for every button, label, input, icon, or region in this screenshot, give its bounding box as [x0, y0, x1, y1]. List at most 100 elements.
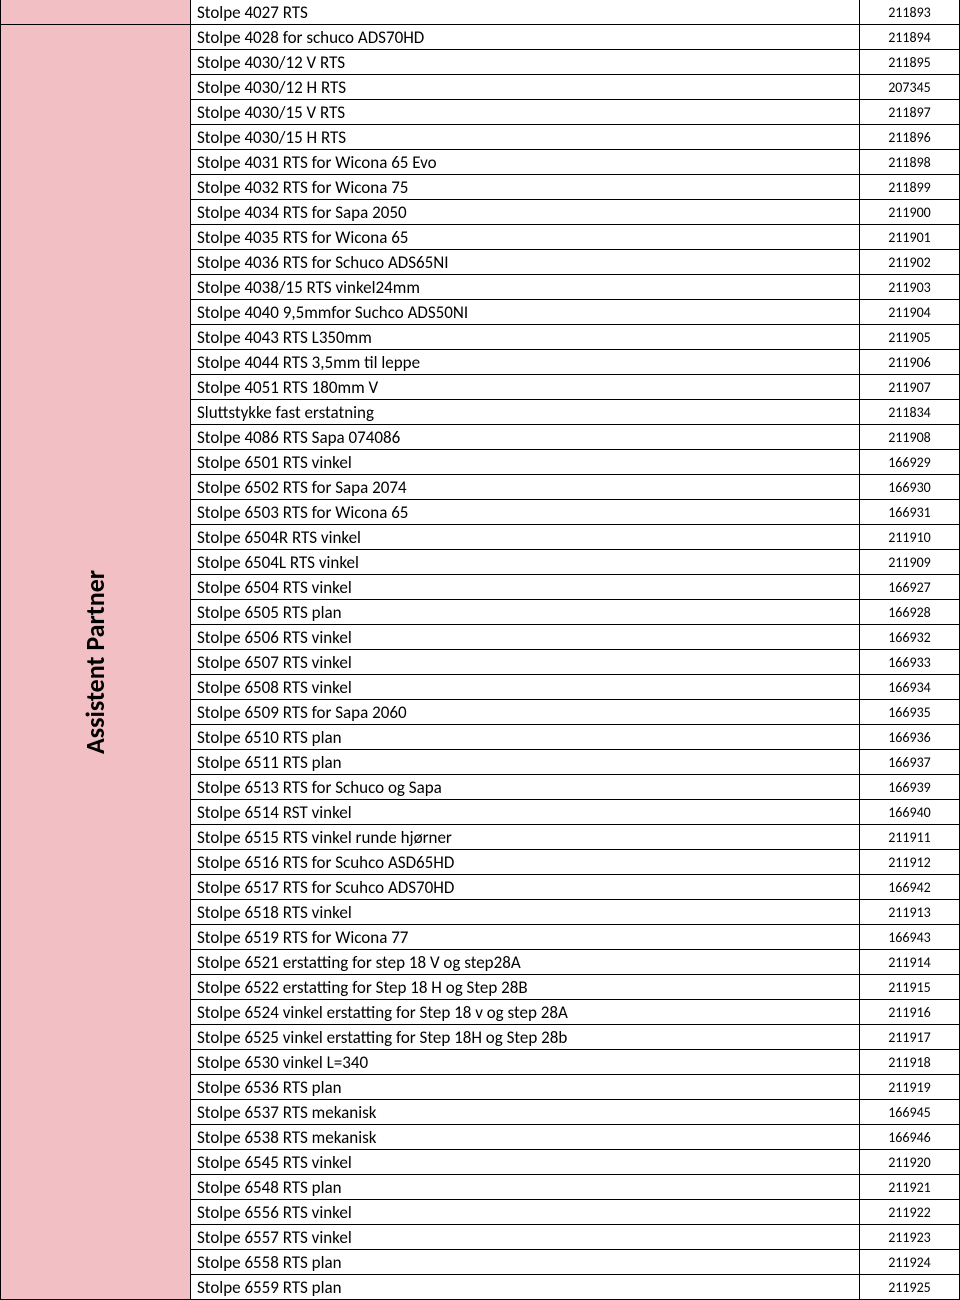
product-description: Stolpe 6519 RTS for Wicona 77	[191, 925, 860, 949]
product-description: Stolpe 6538 RTS mekanisk	[191, 1125, 860, 1149]
table-row: Stolpe 4030/15 V RTS211897	[191, 100, 960, 125]
product-description: Stolpe 4030/12 H RTS	[191, 75, 860, 99]
product-code: 166943	[860, 925, 960, 949]
table-row: Stolpe 6522 erstatting for Step 18 H og …	[191, 975, 960, 1000]
product-code: 211912	[860, 850, 960, 874]
product-code: 211910	[860, 525, 960, 549]
product-description: Stolpe 6548 RTS plan	[191, 1175, 860, 1199]
product-code: 166931	[860, 500, 960, 524]
product-code: 211900	[860, 200, 960, 224]
product-description: Stolpe 4043 RTS L350mm	[191, 325, 860, 349]
product-description: Stolpe 6517 RTS for Scuhco ADS70HD	[191, 875, 860, 899]
table-row: Stolpe 6537 RTS mekanisk166945	[191, 1100, 960, 1125]
product-code: 211913	[860, 900, 960, 924]
table-row: Stolpe 6557 RTS vinkel211923	[191, 1225, 960, 1250]
product-description: Stolpe 4086 RTS Sapa 074086	[191, 425, 860, 449]
product-code: 211893	[860, 0, 960, 24]
product-code: 211921	[860, 1175, 960, 1199]
table-row: Stolpe 4044 RTS 3,5mm til leppe211906	[191, 350, 960, 375]
product-code: 211924	[860, 1250, 960, 1274]
product-description: Stolpe 6504L RTS vinkel	[191, 550, 860, 574]
product-code: 211925	[860, 1275, 960, 1299]
product-code: 211920	[860, 1150, 960, 1174]
table-row: Stolpe 4028 for schuco ADS70HD211894	[191, 25, 960, 50]
product-code: 211902	[860, 250, 960, 274]
table-row: Stolpe 4036 RTS for Schuco ADS65NI211902	[191, 250, 960, 275]
table-row: Stolpe 6508 RTS vinkel166934	[191, 675, 960, 700]
product-description: Stolpe 4051 RTS 180mm V	[191, 375, 860, 399]
product-code: 211919	[860, 1075, 960, 1099]
table-row: Stolpe 6538 RTS mekanisk166946	[191, 1125, 960, 1150]
product-description: Stolpe 4044 RTS 3,5mm til leppe	[191, 350, 860, 374]
product-description: Sluttstykke fast erstatning	[191, 400, 860, 424]
table-row: Stolpe 6511 RTS plan166937	[191, 750, 960, 775]
product-code: 211894	[860, 25, 960, 49]
product-description: Stolpe 6537 RTS mekanisk	[191, 1100, 860, 1124]
product-description: Stolpe 6515 RTS vinkel runde hjørner	[191, 825, 860, 849]
product-description: Stolpe 4040 9,5mmfor Suchco ADS50NI	[191, 300, 860, 324]
table-row: Stolpe 4051 RTS 180mm V211907	[191, 375, 960, 400]
product-description: Stolpe 6507 RTS vinkel	[191, 650, 860, 674]
product-code: 166937	[860, 750, 960, 774]
table-row: Stolpe 6507 RTS vinkel166933	[191, 650, 960, 675]
product-description: Stolpe 6525 vinkel erstatting for Step 1…	[191, 1025, 860, 1049]
table-row: Stolpe 6519 RTS for Wicona 77166943	[191, 925, 960, 950]
product-code: 211914	[860, 950, 960, 974]
table-row: Stolpe 4040 9,5mmfor Suchco ADS50NI21190…	[191, 300, 960, 325]
table-row: Stolpe 4032 RTS for Wicona 75211899	[191, 175, 960, 200]
table-row: Stolpe 6505 RTS plan166928	[191, 600, 960, 625]
product-code: 211918	[860, 1050, 960, 1074]
product-description: Stolpe 6504 RTS vinkel	[191, 575, 860, 599]
product-code: 211917	[860, 1025, 960, 1049]
table-row: Stolpe 6556 RTS vinkel211922	[191, 1200, 960, 1225]
table-row: Stolpe 4086 RTS Sapa 074086211908	[191, 425, 960, 450]
table-row: Stolpe 6504L RTS vinkel211909	[191, 550, 960, 575]
table-row: Stolpe 6513 RTS for Schuco og Sapa166939	[191, 775, 960, 800]
sidebar-top-gap	[0, 0, 190, 25]
table-row: Stolpe 6501 RTS vinkel166929	[191, 450, 960, 475]
table-row: Stolpe 6530 vinkel L=340211918	[191, 1050, 960, 1075]
product-description: Stolpe 6545 RTS vinkel	[191, 1150, 860, 1174]
product-description: Stolpe 4036 RTS for Schuco ADS65NI	[191, 250, 860, 274]
table-row: Stolpe 4035 RTS for Wicona 65211901	[191, 225, 960, 250]
product-code: 211898	[860, 150, 960, 174]
product-description: Stolpe 6514 RST vinkel	[191, 800, 860, 824]
product-description: Stolpe 6516 RTS for Scuhco ASD65HD	[191, 850, 860, 874]
table-row: Sluttstykke fast erstatning211834	[191, 400, 960, 425]
product-code: 211922	[860, 1200, 960, 1224]
product-description: Stolpe 6506 RTS vinkel	[191, 625, 860, 649]
product-description: Stolpe 6521 erstatting for step 18 V og …	[191, 950, 860, 974]
table-row: Stolpe 6504 RTS vinkel166927	[191, 575, 960, 600]
table-row: Stolpe 6510 RTS plan166936	[191, 725, 960, 750]
product-description: Stolpe 4030/15 H RTS	[191, 125, 860, 149]
product-code: 211897	[860, 100, 960, 124]
product-description: Stolpe 6518 RTS vinkel	[191, 900, 860, 924]
product-description: Stolpe 6511 RTS plan	[191, 750, 860, 774]
product-description: Stolpe 6508 RTS vinkel	[191, 675, 860, 699]
product-code: 211901	[860, 225, 960, 249]
product-description: Stolpe 4027 RTS	[191, 0, 860, 24]
product-code: 166935	[860, 700, 960, 724]
product-description: Stolpe 4031 RTS for Wicona 65 Evo	[191, 150, 860, 174]
product-code: 166929	[860, 450, 960, 474]
table-row: Stolpe 6515 RTS vinkel runde hjørner2119…	[191, 825, 960, 850]
product-code: 166927	[860, 575, 960, 599]
table-row: Stolpe 6525 vinkel erstatting for Step 1…	[191, 1025, 960, 1050]
product-code: 211905	[860, 325, 960, 349]
product-description: Stolpe 4035 RTS for Wicona 65	[191, 225, 860, 249]
product-description: Stolpe 6557 RTS vinkel	[191, 1225, 860, 1249]
page-root: Assistent Partner Stolpe 4027 RTS211893S…	[0, 0, 960, 1300]
product-code: 211899	[860, 175, 960, 199]
table-row: Stolpe 6517 RTS for Scuhco ADS70HD166942	[191, 875, 960, 900]
product-code: 211909	[860, 550, 960, 574]
product-description: Stolpe 4028 for schuco ADS70HD	[191, 25, 860, 49]
product-description: Stolpe 4030/15 V RTS	[191, 100, 860, 124]
product-code: 211911	[860, 825, 960, 849]
product-code: 166942	[860, 875, 960, 899]
table-row: Stolpe 6514 RST vinkel166940	[191, 800, 960, 825]
product-description: Stolpe 6503 RTS for Wicona 65	[191, 500, 860, 524]
table-row: Stolpe 6509 RTS for Sapa 2060166935	[191, 700, 960, 725]
table-row: Stolpe 6504R RTS vinkel211910	[191, 525, 960, 550]
table-row: Stolpe 4038/15 RTS vinkel24mm211903	[191, 275, 960, 300]
table-row: Stolpe 6516 RTS for Scuhco ASD65HD211912	[191, 850, 960, 875]
